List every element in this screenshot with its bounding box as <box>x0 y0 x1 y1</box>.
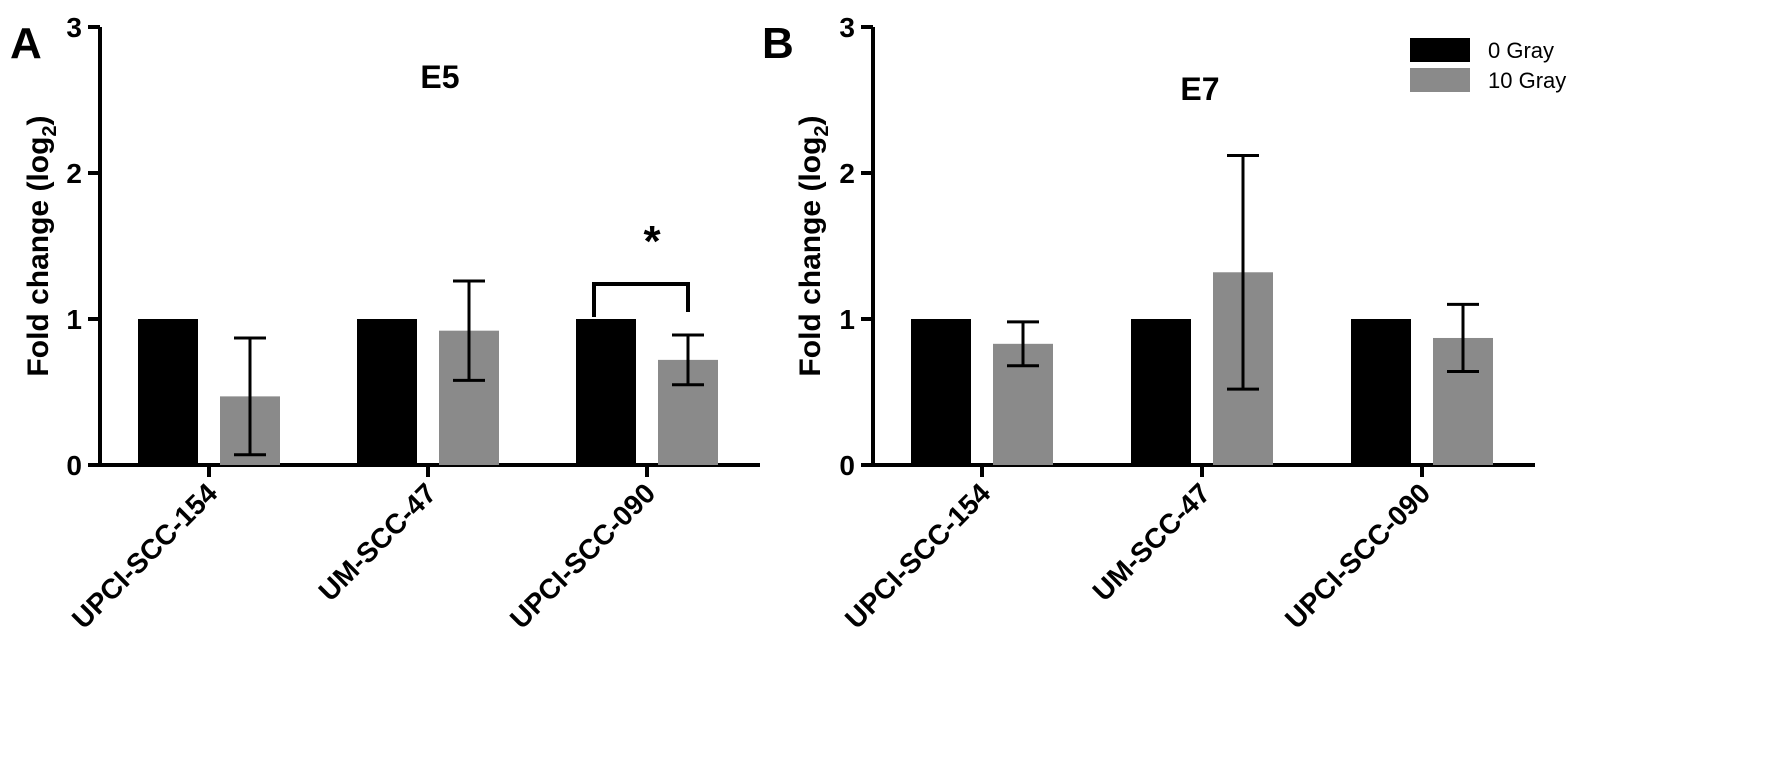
significance-asterisk: * <box>643 217 661 266</box>
y-tick-label: 1 <box>66 304 82 335</box>
y-axis-label-subscript: 2 <box>811 125 833 136</box>
panel-letter: A <box>10 19 42 68</box>
y-tick-label: 1 <box>839 304 855 335</box>
y-axis-label: Fold change (log2) <box>794 115 833 376</box>
legend-label-0: 0 Gray <box>1488 38 1554 63</box>
legend-swatch-0 <box>1410 38 1470 62</box>
y-tick-label: 2 <box>66 158 82 189</box>
bar-0-gray-2 <box>1351 319 1411 465</box>
y-tick-label: 2 <box>839 158 855 189</box>
y-tick-label: 3 <box>66 12 82 43</box>
y-axis-label-main: Fold change (log <box>22 137 55 377</box>
chart-title: E5 <box>420 59 459 95</box>
x-category-label: UPCI-SCC-090 <box>1279 477 1436 634</box>
y-axis-label-main: Fold change (log <box>794 137 827 377</box>
y-tick-label: 0 <box>839 450 855 481</box>
legend-swatch-1 <box>1410 68 1470 92</box>
bar-0-gray-1 <box>1131 319 1191 465</box>
x-category-label: UM-SCC-47 <box>1087 477 1217 607</box>
bar-0-gray-1 <box>357 319 417 465</box>
y-tick-label: 0 <box>66 450 82 481</box>
y-axis-label-close: ) <box>22 115 55 125</box>
legend-label-1: 10 Gray <box>1488 68 1566 93</box>
x-category-label: UPCI-SCC-154 <box>66 477 224 635</box>
bar-0-gray-2 <box>576 319 636 465</box>
legend: 0 Gray 10 Gray <box>1410 38 1566 93</box>
panel-letter: B <box>762 19 794 68</box>
x-category-label: UPCI-SCC-090 <box>504 477 661 634</box>
chart-title: E7 <box>1180 71 1219 107</box>
bar-0-gray-0 <box>138 319 198 465</box>
y-tick-label: 3 <box>839 12 855 43</box>
y-axis-label-close: ) <box>794 115 827 125</box>
y-axis-label-subscript: 2 <box>39 125 61 136</box>
y-axis-label: Fold change (log2) <box>22 115 61 376</box>
x-category-label: UM-SCC-47 <box>313 477 443 607</box>
bar-0-gray-0 <box>911 319 971 465</box>
x-category-label: UPCI-SCC-154 <box>839 477 997 635</box>
significance-bracket <box>592 282 690 317</box>
